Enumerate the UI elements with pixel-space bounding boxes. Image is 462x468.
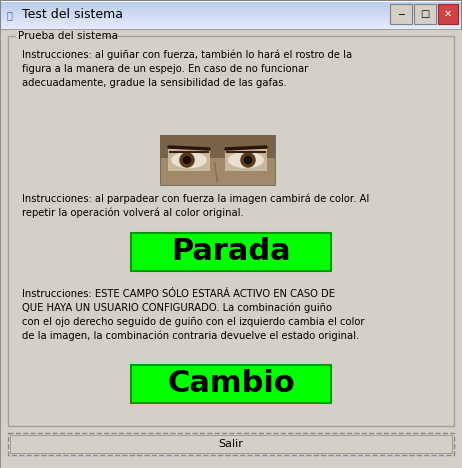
Bar (131, 233, 331, 271)
Bar (8, 433, 454, 455)
Text: Parada: Parada (171, 237, 291, 266)
Bar (10, 435, 452, 453)
Bar (1, 2, 461, 3)
Bar (1, 13, 461, 14)
Bar (1, 19, 461, 20)
Text: □: □ (420, 9, 430, 19)
Circle shape (183, 156, 190, 163)
Text: Instrucciones: ESTE CAMPO SÓLO ESTARÁ ACTIVO EN CASO DE
QUE HAYA UN USUARIO CONF: Instrucciones: ESTE CAMPO SÓLO ESTARÁ AC… (22, 289, 365, 341)
Bar (1, 5, 461, 6)
Bar (168, 149, 210, 171)
Bar (1, 6, 461, 7)
Circle shape (241, 153, 255, 167)
Text: Prueba del sistema: Prueba del sistema (18, 31, 118, 41)
Circle shape (180, 153, 194, 167)
Bar (16, 30, 104, 42)
Bar (1, 1, 461, 2)
Bar (160, 135, 275, 158)
Bar (1, 7, 461, 8)
Bar (1, 12, 461, 13)
Text: Instrucciones: al parpadear con fuerza la imagen cambirá de color. Al
repetir la: Instrucciones: al parpadear con fuerza l… (22, 193, 369, 218)
Bar (1, 16, 461, 17)
Circle shape (244, 156, 251, 163)
Ellipse shape (171, 152, 207, 168)
Bar (131, 365, 331, 403)
Bar (1, 23, 461, 24)
Bar (1, 18, 461, 19)
Bar (414, 4, 436, 24)
Bar (1, 1, 461, 2)
Bar (1, 27, 461, 28)
Text: Cambio: Cambio (167, 370, 295, 398)
Text: Test del sistema: Test del sistema (22, 8, 123, 22)
Ellipse shape (228, 152, 264, 168)
Bar (1, 25, 461, 26)
Bar (1, 15, 461, 16)
Bar (1, 26, 461, 27)
Bar (1, 22, 461, 23)
Bar (1, 3, 461, 4)
Bar (1, 28, 461, 29)
Bar (160, 135, 275, 185)
Text: Instrucciones: al guiñar con fuerza, también lo hará el rostro de la
figura a la: Instrucciones: al guiñar con fuerza, tam… (22, 50, 352, 88)
Bar (1, 4, 461, 5)
Text: ─: ─ (398, 10, 404, 20)
Bar (1, 24, 461, 25)
Bar (1, 9, 461, 10)
Bar (1, 14, 461, 15)
Bar (1, 17, 461, 18)
Bar (1, 11, 461, 12)
Text: ✕: ✕ (444, 9, 452, 19)
Text: 🖥: 🖥 (7, 10, 13, 20)
Text: Salir: Salir (219, 439, 243, 449)
Bar (8, 36, 454, 426)
Bar (1, 21, 461, 22)
Bar (438, 4, 458, 24)
Bar (1, 10, 461, 11)
Bar (225, 149, 267, 171)
Bar (1, 8, 461, 9)
Bar (1, 20, 461, 21)
Bar (390, 4, 412, 24)
